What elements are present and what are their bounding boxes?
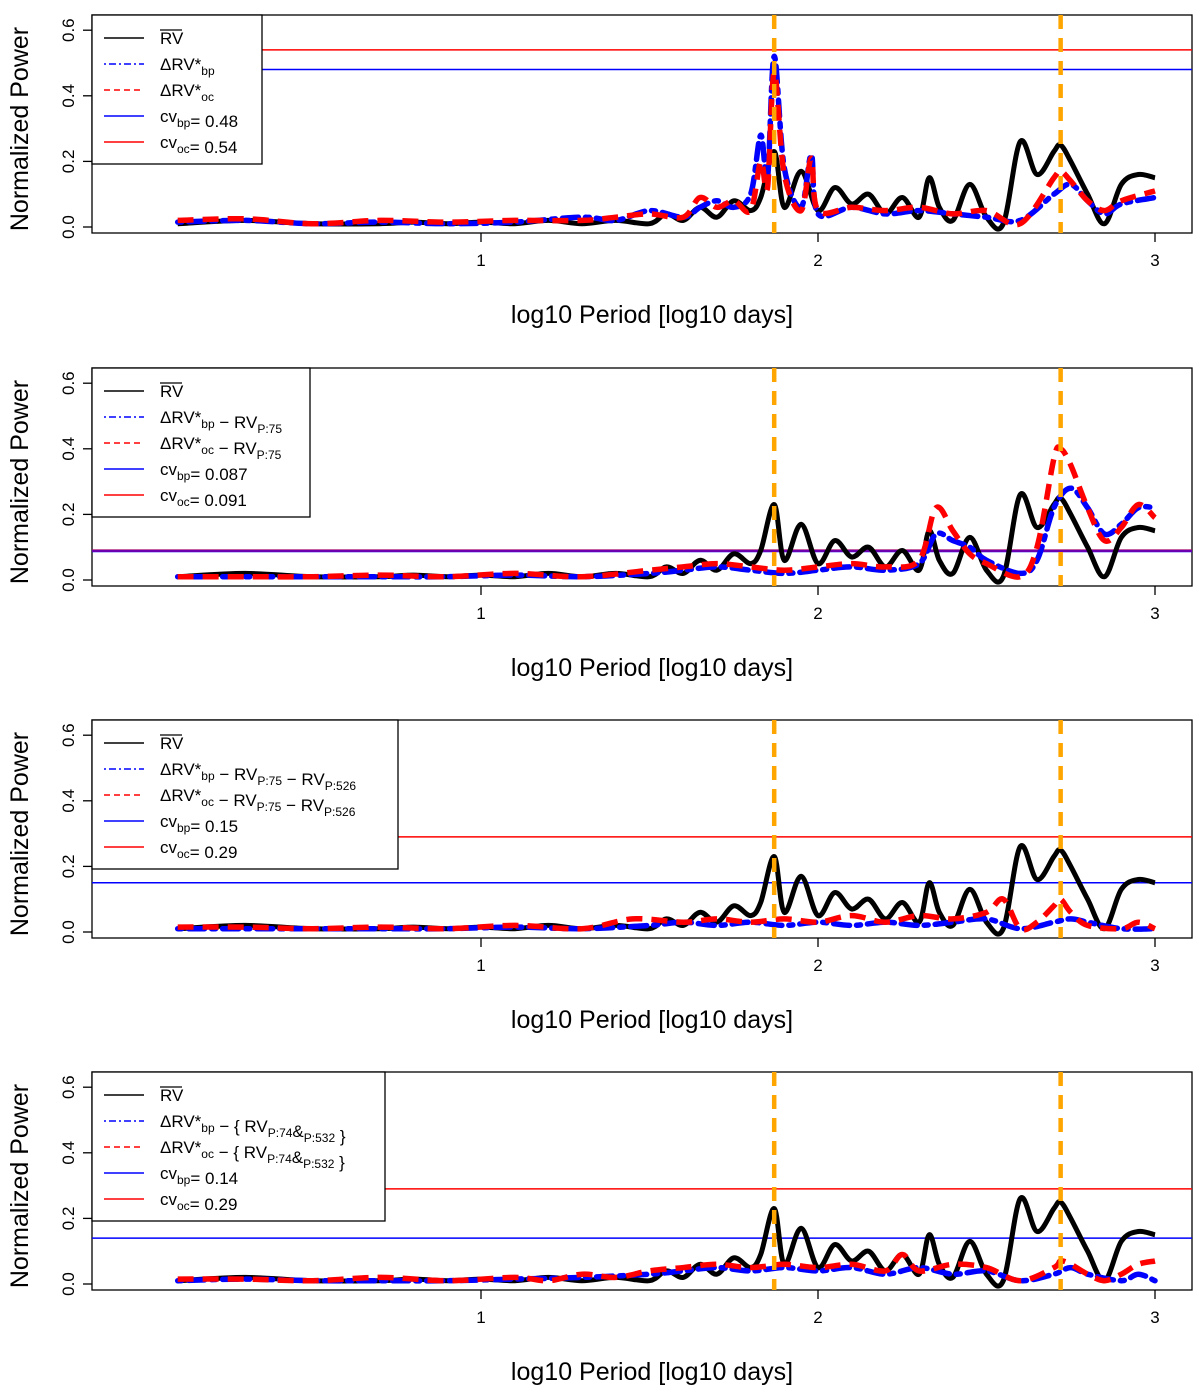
y-tick-label: 0.0 bbox=[59, 215, 78, 239]
legend-box bbox=[91, 1071, 386, 1222]
legend-label: cvoc= 0.29 bbox=[160, 838, 237, 862]
legend-label: cvoc= 0.091 bbox=[160, 486, 247, 510]
legend-label: ΔRV*bp bbox=[160, 55, 215, 78]
series-line-3 bbox=[177, 1251, 1156, 1284]
x-axis-title: log10 Period [log10 days] bbox=[511, 301, 793, 329]
plot-area bbox=[92, 15, 1192, 233]
y-tick-label: 0.0 bbox=[59, 1272, 78, 1296]
x-axis-title: log10 Period [log10 days] bbox=[511, 654, 793, 682]
legend-label: cvbp= 0.087 bbox=[160, 460, 248, 484]
x-tick-label: 1 bbox=[476, 956, 485, 975]
y-tick-label: 0.2 bbox=[59, 150, 78, 174]
x-tick-label: 3 bbox=[1150, 251, 1159, 270]
legend-label: ΔRV*oc − RVP:75 − RVP:526 bbox=[160, 786, 356, 819]
y-tick-label: 0.6 bbox=[59, 371, 78, 395]
legend-label: cvbp= 0.14 bbox=[160, 1164, 238, 1188]
y-axis-title: Normalized Power bbox=[6, 380, 34, 584]
y-axis-title: Normalized Power bbox=[6, 1084, 34, 1288]
series-line-3 bbox=[177, 896, 1157, 933]
legend-label: cvoc= 0.29 bbox=[160, 1190, 237, 1214]
plot-area bbox=[92, 1072, 1192, 1290]
y-tick-label: 0.4 bbox=[59, 1141, 78, 1165]
legend-label: RV bbox=[160, 734, 184, 753]
legend-label: ΔRV*oc − { RVP:74&P:532 } bbox=[160, 1138, 345, 1172]
x-tick-label: 1 bbox=[476, 604, 485, 623]
panel-1: 0.0 0.2 0.4 0.6 1 2 3 log10 Period [log10 days]… bbox=[6, 14, 1193, 329]
x-axis-title: log10 Period [log10 days] bbox=[511, 1006, 793, 1034]
y-tick-label: 0.2 bbox=[59, 855, 78, 879]
y-tick-label: 0.0 bbox=[59, 568, 78, 592]
legend-box bbox=[91, 14, 263, 165]
series-line-3 bbox=[177, 70, 1156, 228]
x-tick-label: 1 bbox=[476, 251, 485, 270]
legend-label: ΔRV*bp − RVP:75 bbox=[160, 408, 282, 436]
legend-label: cvbp= 0.15 bbox=[160, 812, 238, 836]
legend-label: ΔRV*oc bbox=[160, 81, 214, 104]
plot-area bbox=[92, 368, 1192, 586]
legend-label: cvoc= 0.54 bbox=[160, 133, 237, 157]
panel-2: 0.0 0.2 0.4 0.6 1 2 3 log10 Period [log10 days]… bbox=[6, 367, 1193, 682]
x-tick-label: 3 bbox=[1150, 956, 1159, 975]
legend: RV ΔRV*bp − { RVP:74&P:532 }ΔRV*oc − { RV… bbox=[91, 1071, 386, 1222]
y-tick-label: 0.6 bbox=[59, 723, 78, 747]
x-tick-label: 2 bbox=[813, 604, 822, 623]
x-tick-label: 1 bbox=[476, 1308, 485, 1327]
x-tick-label: 2 bbox=[813, 251, 822, 270]
y-axis-title: Normalized Power bbox=[6, 27, 34, 231]
series-line-2 bbox=[174, 915, 1158, 932]
legend-label: RV bbox=[160, 29, 184, 48]
y-tick-label: 0.2 bbox=[59, 1207, 78, 1231]
legend-box bbox=[91, 719, 399, 870]
legend-label: ΔRV*bp − RVP:75 − RVP:526 bbox=[160, 760, 356, 793]
y-tick-label: 0.4 bbox=[59, 84, 78, 108]
y-tick-label: 0.6 bbox=[59, 1075, 78, 1099]
x-tick-label: 3 bbox=[1150, 604, 1159, 623]
panel-4: 0.0 0.2 0.4 0.6 1 2 3 log10 Period [log10 days]… bbox=[6, 1071, 1193, 1386]
series-line-1 bbox=[177, 1195, 1156, 1289]
x-tick-label: 2 bbox=[813, 1308, 822, 1327]
y-tick-label: 0.4 bbox=[59, 437, 78, 461]
x-axis-title: log10 Period [log10 days] bbox=[511, 1358, 793, 1386]
legend-label: cvbp= 0.48 bbox=[160, 107, 238, 131]
y-tick-label: 0.0 bbox=[59, 920, 78, 944]
y-axis-title: Normalized Power bbox=[6, 732, 34, 936]
y-tick-label: 0.2 bbox=[59, 503, 78, 527]
series-line-3 bbox=[177, 444, 1157, 580]
legend-label: RV bbox=[160, 1086, 184, 1105]
x-tick-label: 3 bbox=[1150, 1308, 1159, 1327]
y-tick-label: 0.4 bbox=[59, 789, 78, 813]
x-tick-label: 2 bbox=[813, 956, 822, 975]
panel-3: 0.0 0.2 0.4 0.6 1 2 3 log10 Period [log10 days]… bbox=[6, 719, 1193, 1034]
plot-area bbox=[92, 720, 1192, 938]
legend-label: ΔRV*oc − RVP:75 bbox=[160, 434, 282, 462]
legend-label: ΔRV*bp − { RVP:74&P:532 } bbox=[160, 1112, 346, 1146]
y-tick-label: 0.6 bbox=[59, 18, 78, 42]
legend-label: RV bbox=[160, 382, 184, 401]
